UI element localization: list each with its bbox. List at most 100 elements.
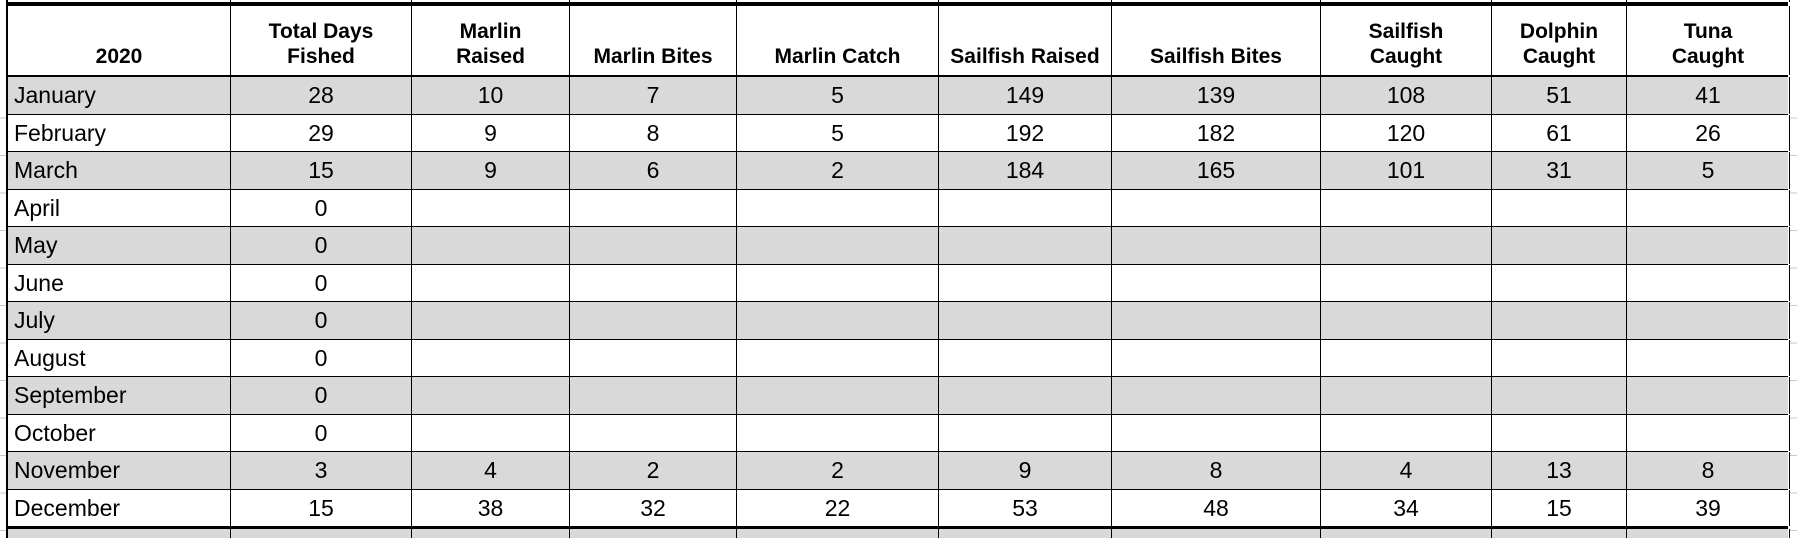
data-cell[interactable]	[939, 302, 1112, 339]
data-cell[interactable]	[1492, 377, 1627, 414]
data-cell[interactable]	[1492, 189, 1627, 226]
month-cell[interactable]: October	[8, 414, 231, 451]
data-cell[interactable]: 15	[1492, 489, 1627, 526]
data-cell[interactable]	[412, 302, 570, 339]
data-cell[interactable]: 32	[570, 489, 737, 526]
data-cell[interactable]	[412, 189, 570, 226]
data-cell[interactable]	[412, 414, 570, 451]
data-cell[interactable]: 61	[1492, 114, 1627, 151]
data-cell[interactable]: 28	[231, 77, 412, 114]
data-cell[interactable]: 3	[231, 452, 412, 489]
month-cell[interactable]: November	[8, 452, 231, 489]
data-cell[interactable]: 8	[1112, 452, 1321, 489]
data-cell[interactable]: 9	[412, 152, 570, 189]
data-cell[interactable]	[1321, 339, 1492, 376]
header-cell-marlin-catch[interactable]: Marlin Catch	[737, 6, 939, 75]
data-cell[interactable]: 26	[1627, 114, 1790, 151]
data-cell[interactable]: 9	[412, 114, 570, 151]
data-cell[interactable]: 22	[737, 489, 939, 526]
header-cell-sailfish-caught[interactable]: Sailfish Caught	[1321, 6, 1492, 75]
data-cell[interactable]: 51	[1492, 77, 1627, 114]
data-cell[interactable]: 10	[412, 77, 570, 114]
data-cell[interactable]	[737, 377, 939, 414]
data-cell[interactable]	[412, 339, 570, 376]
data-cell[interactable]	[1627, 227, 1790, 264]
data-cell[interactable]	[737, 339, 939, 376]
data-cell[interactable]	[1627, 264, 1790, 301]
data-cell[interactable]	[939, 414, 1112, 451]
data-cell[interactable]: 2	[737, 152, 939, 189]
data-cell[interactable]	[1492, 227, 1627, 264]
data-cell[interactable]: 38	[412, 489, 570, 526]
data-cell[interactable]	[1112, 377, 1321, 414]
header-cell-total-days[interactable]: Total Days Fished	[231, 6, 412, 75]
data-cell[interactable]	[939, 264, 1112, 301]
data-cell[interactable]: 0	[231, 414, 412, 451]
data-cell[interactable]: 31	[1492, 152, 1627, 189]
data-cell[interactable]	[1112, 227, 1321, 264]
data-cell[interactable]	[412, 227, 570, 264]
data-cell[interactable]	[939, 227, 1112, 264]
data-cell[interactable]	[570, 302, 737, 339]
month-cell[interactable]: May	[8, 227, 231, 264]
month-cell[interactable]: February	[8, 114, 231, 151]
data-cell[interactable]: 0	[231, 377, 412, 414]
data-cell[interactable]: 39	[1627, 489, 1790, 526]
data-cell[interactable]: 0	[231, 264, 412, 301]
data-cell[interactable]	[1492, 264, 1627, 301]
data-cell[interactable]	[570, 264, 737, 301]
data-cell[interactable]: 2	[570, 452, 737, 489]
data-cell[interactable]: 6	[570, 152, 737, 189]
data-cell[interactable]: 101	[1321, 152, 1492, 189]
data-cell[interactable]: 4	[412, 452, 570, 489]
data-cell[interactable]	[1112, 339, 1321, 376]
data-cell[interactable]	[1627, 339, 1790, 376]
data-cell[interactable]: 0	[231, 302, 412, 339]
data-cell[interactable]	[412, 264, 570, 301]
data-cell[interactable]	[1112, 264, 1321, 301]
data-cell[interactable]	[1492, 414, 1627, 451]
header-cell-year[interactable]: 2020	[8, 6, 231, 75]
month-cell[interactable]: July	[8, 302, 231, 339]
data-cell[interactable]	[1321, 264, 1492, 301]
header-cell-tuna-caught[interactable]: Tuna Caught	[1627, 6, 1790, 75]
data-cell[interactable]: 0	[231, 339, 412, 376]
month-cell[interactable]: June	[8, 264, 231, 301]
data-cell[interactable]	[570, 414, 737, 451]
data-cell[interactable]: 8	[570, 114, 737, 151]
data-cell[interactable]	[1112, 189, 1321, 226]
data-cell[interactable]	[1112, 414, 1321, 451]
data-cell[interactable]	[1321, 377, 1492, 414]
data-cell[interactable]	[737, 189, 939, 226]
data-cell[interactable]	[1627, 377, 1790, 414]
data-cell[interactable]	[412, 377, 570, 414]
month-cell[interactable]: March	[8, 152, 231, 189]
header-cell-sailfish-raised[interactable]: Sailfish Raised	[939, 6, 1112, 75]
month-cell[interactable]: September	[8, 377, 231, 414]
month-cell[interactable]: August	[8, 339, 231, 376]
data-cell[interactable]: 7	[570, 77, 737, 114]
data-cell[interactable]	[1627, 189, 1790, 226]
data-cell[interactable]	[1321, 189, 1492, 226]
data-cell[interactable]	[1492, 302, 1627, 339]
header-cell-marlin-raised[interactable]: Marlin Raised	[412, 6, 570, 75]
data-cell[interactable]: 192	[939, 114, 1112, 151]
data-cell[interactable]: 53	[939, 489, 1112, 526]
data-cell[interactable]: 13	[1492, 452, 1627, 489]
data-cell[interactable]	[570, 189, 737, 226]
data-cell[interactable]	[737, 302, 939, 339]
data-cell[interactable]	[1492, 339, 1627, 376]
data-cell[interactable]	[570, 377, 737, 414]
data-cell[interactable]: 2	[737, 452, 939, 489]
data-cell[interactable]: 108	[1321, 77, 1492, 114]
data-cell[interactable]	[939, 189, 1112, 226]
month-cell[interactable]: April	[8, 189, 231, 226]
data-cell[interactable]	[1112, 302, 1321, 339]
data-cell[interactable]	[939, 377, 1112, 414]
data-cell[interactable]	[737, 227, 939, 264]
data-cell[interactable]: 0	[231, 227, 412, 264]
data-cell[interactable]: 41	[1627, 77, 1790, 114]
data-cell[interactable]	[737, 414, 939, 451]
data-cell[interactable]	[939, 339, 1112, 376]
data-cell[interactable]: 184	[939, 152, 1112, 189]
